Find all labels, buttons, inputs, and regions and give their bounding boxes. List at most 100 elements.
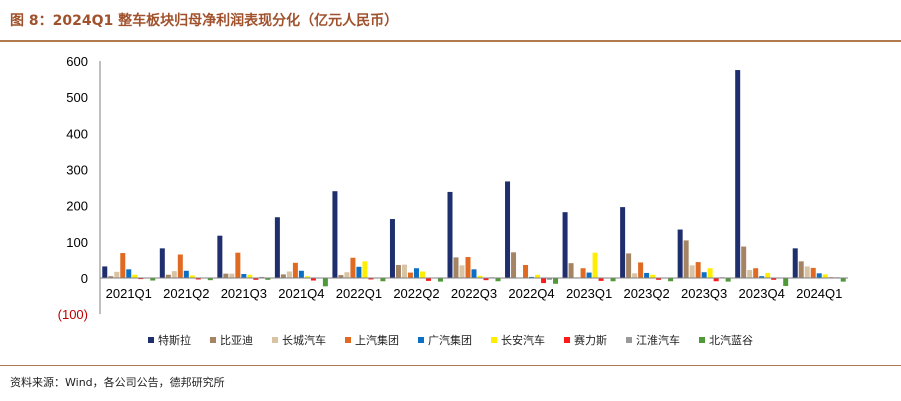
bar xyxy=(120,253,126,278)
bar xyxy=(177,254,183,278)
bar xyxy=(483,278,489,281)
bar xyxy=(783,278,789,286)
bars xyxy=(102,70,846,287)
bar xyxy=(541,278,547,284)
bar xyxy=(459,265,465,278)
y-tick-label: 500 xyxy=(66,90,88,105)
legend-swatch xyxy=(626,337,632,343)
bar xyxy=(713,278,719,282)
bar xyxy=(195,278,201,280)
bar xyxy=(108,276,114,278)
bar xyxy=(495,278,501,282)
bar xyxy=(247,274,253,278)
bar xyxy=(644,272,650,278)
x-tick-label: 2023Q1 xyxy=(566,286,612,301)
bar xyxy=(235,252,241,278)
y-tick-label: 600 xyxy=(66,54,88,69)
bar xyxy=(792,248,798,278)
bar xyxy=(114,271,120,278)
bar xyxy=(253,278,259,280)
legend-swatch xyxy=(699,337,705,343)
legend: 特斯拉 比亚迪 长城汽车 上汽集团 广汽集团 长安汽车 赛力斯 江淮汽车 北汽蓝谷 xyxy=(148,333,753,347)
x-tick-label: 2023Q3 xyxy=(681,286,727,301)
bar xyxy=(138,278,144,280)
bar xyxy=(535,274,541,278)
bar xyxy=(229,273,235,278)
x-tick-label: 2021Q3 xyxy=(221,286,267,301)
legend-swatch xyxy=(345,337,351,343)
bar xyxy=(568,263,574,278)
bar xyxy=(338,275,344,278)
bar xyxy=(259,276,265,278)
y-tick-label: 0 xyxy=(81,271,88,286)
bar xyxy=(380,278,386,282)
bar xyxy=(638,262,644,278)
bar xyxy=(362,261,368,278)
bar xyxy=(656,278,662,280)
bar xyxy=(150,278,156,281)
legend-label: 长城汽车 xyxy=(282,333,326,347)
y-tick-label: 300 xyxy=(66,163,88,178)
bar xyxy=(171,271,177,278)
bar xyxy=(447,191,453,278)
x-tick-label: 2022Q4 xyxy=(508,286,554,301)
legend-swatch xyxy=(148,337,154,343)
bar xyxy=(816,273,822,278)
bar xyxy=(695,262,701,278)
bar xyxy=(765,272,771,278)
legend-label: 长安汽车 xyxy=(501,333,545,347)
bar xyxy=(280,274,286,278)
bar xyxy=(322,278,328,287)
bar xyxy=(626,253,632,278)
x-tick-label: 2021Q1 xyxy=(106,286,152,301)
bar xyxy=(223,273,229,278)
y-tick-label: 200 xyxy=(66,199,88,214)
bar xyxy=(701,272,707,278)
x-tick-label: 2022Q2 xyxy=(393,286,439,301)
legend-label: 赛力斯 xyxy=(574,333,607,347)
x-tick-label: 2022Q3 xyxy=(451,286,497,301)
bar xyxy=(159,248,165,278)
bar xyxy=(741,246,747,278)
bar xyxy=(425,278,431,281)
bar xyxy=(389,219,395,278)
x-tick-label: 2021Q2 xyxy=(163,286,209,301)
bar xyxy=(477,275,483,278)
bar xyxy=(771,278,777,280)
y-axis: (100) 0 100 200 300 400 500 600 xyxy=(58,54,101,322)
bar xyxy=(356,266,362,278)
x-tick-label: 2024Q1 xyxy=(796,286,842,301)
bar xyxy=(298,270,304,278)
bar xyxy=(471,269,477,278)
bar xyxy=(350,257,356,278)
bar xyxy=(344,272,350,278)
bar xyxy=(453,257,459,278)
bar xyxy=(286,271,292,278)
y-tick-label: 400 xyxy=(66,126,88,141)
legend-label: 特斯拉 xyxy=(158,333,191,347)
bar xyxy=(505,181,511,278)
bar xyxy=(725,278,731,282)
bar xyxy=(437,278,443,282)
x-axis: 2021Q1 2021Q2 2021Q3 2021Q4 2022Q1 2022Q2 2022… xyxy=(100,277,848,301)
bar xyxy=(310,278,316,281)
legend-swatch xyxy=(418,337,424,343)
bar xyxy=(523,264,529,278)
bar xyxy=(810,267,816,278)
bar xyxy=(707,268,713,278)
bar xyxy=(747,270,753,278)
bar xyxy=(840,278,846,282)
bar xyxy=(753,268,759,278)
bar xyxy=(126,269,132,278)
bar xyxy=(562,212,568,278)
bar xyxy=(735,70,741,279)
bar xyxy=(547,278,553,280)
bar xyxy=(586,272,592,278)
bar xyxy=(217,235,223,278)
bar xyxy=(419,271,425,278)
figure-title: 图 8：2024Q1 整车板块归母净利润表现分化（亿元人民币） xyxy=(10,13,399,29)
bar xyxy=(413,268,419,278)
bar xyxy=(592,252,598,278)
bar xyxy=(529,276,535,278)
